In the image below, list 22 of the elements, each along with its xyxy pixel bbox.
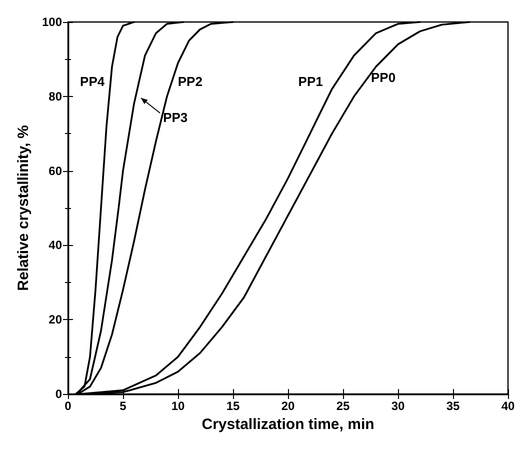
y-tick-label: 40 (48, 238, 62, 252)
y-tick-label: 0 (55, 387, 62, 401)
x-tick-label: 15 (226, 399, 240, 413)
y-tick-label: 20 (48, 312, 62, 327)
y-axis-title: Relative crystallinity, % (15, 125, 32, 291)
series-label: PP1 (298, 74, 323, 90)
x-tick-label: 10 (171, 399, 185, 413)
series-label: PP0 (371, 70, 396, 86)
series-label: PP4 (80, 74, 106, 90)
legend-label: PP3 (163, 110, 188, 126)
x-tick-label: 0 (64, 399, 72, 413)
x-tick-label: 5 (120, 399, 127, 413)
x-tick-label: 35 (446, 399, 460, 413)
series-label: PP2 (178, 74, 202, 90)
x-tick-label: 25 (336, 399, 350, 413)
y-tick-label: 100 (42, 15, 62, 29)
x-axis-title: Crystallization time, min (202, 416, 374, 433)
x-tick-label: 40 (501, 399, 515, 413)
y-tick-label: 60 (48, 164, 62, 178)
x-tick-label: 20 (281, 399, 295, 413)
y-tick-label: 80 (48, 89, 62, 104)
x-tick-label: 30 (391, 399, 405, 413)
